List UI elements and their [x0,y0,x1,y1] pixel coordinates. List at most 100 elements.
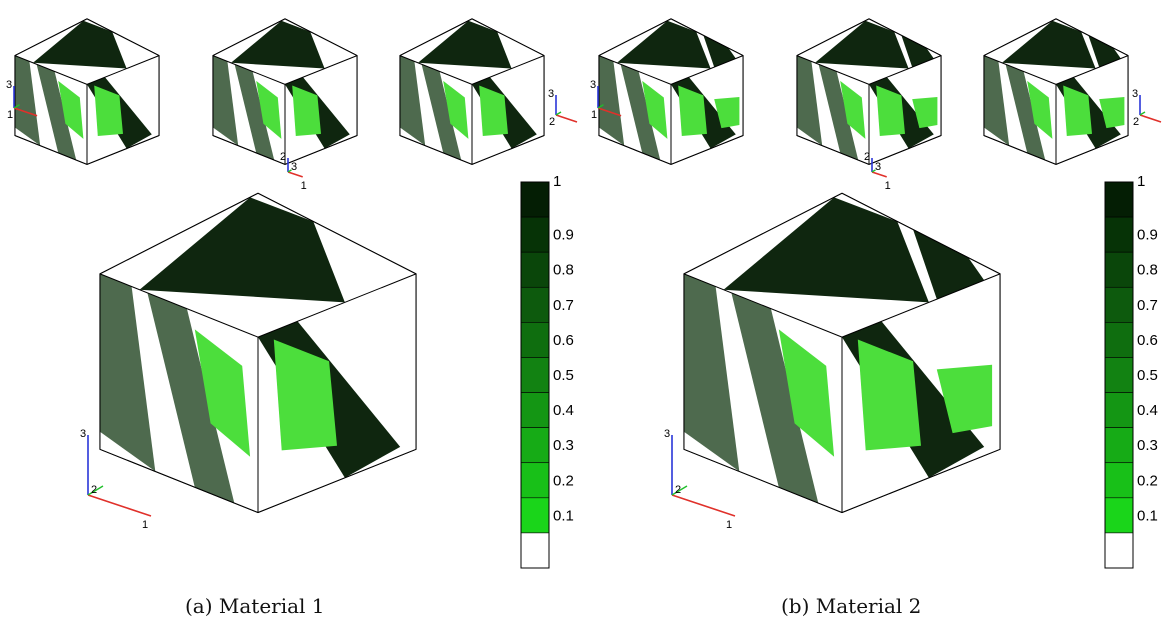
panel-a-main-cube-right-green [273,339,337,451]
panel-b-small-view-3-right-green-2 [1099,97,1125,129]
panel-a-main-cube-edge [257,192,417,275]
panel-b-main-axes-axis-2 [671,485,688,496]
panel-b-colorbar-segment [1104,322,1134,358]
panel-b-small-view-1-top-strut-2 [703,35,736,68]
panel-b-small-view-1-edge [670,18,744,57]
panel-a-small-view-1-right-green [94,85,123,137]
panel-b-small-view-2-left-band-2 [818,64,859,160]
panel-b-small-view-3-top-strut [1002,20,1096,69]
panel-b-small-view-1-edge [670,135,744,165]
panel-b-small-view-2-axis-2 [871,169,876,173]
panel-b-main-axes-axis-1 [671,494,736,517]
panel-b-small-view-2-axis-label-2: 3 [875,161,881,173]
panel-b-small-view-3-edge [983,55,1057,85]
panel-b-main-cube-edge [841,448,1001,513]
panel-b-small-view-1-edge [598,18,672,57]
panel-b-small-view-2-top-strut-2 [901,35,934,68]
panel-b-small-view-3-edge [1055,18,1129,57]
panel-a-small-view-3-edge [471,18,545,57]
panel-b-colorbar-segment [1104,392,1134,428]
panel-b-small-view-1-edge [598,135,672,165]
panel-a-small-view-3-left-band-1 [400,55,426,146]
panel-b-main-cube-edge [683,192,843,275]
caption-material-2: (b) Material 2 [781,594,922,618]
panel-b-small-view-3-axis-label-second: 2 [1133,116,1139,128]
caption-material-1: (a) Material 1 [185,594,325,618]
panel-a-colorbar-tick: 0.4 [553,402,574,419]
panel-b-colorbar-tick: 0.8 [1137,262,1158,279]
panel-b-small-view-2-top-strut [815,20,909,69]
panel-b-colorbar-segment [1104,427,1134,464]
panel-b-colorbar-segment [1104,532,1134,569]
panel-a-colorbar-frame [520,181,550,569]
panel-b-small-view-3-edge [983,18,1057,57]
panel-a-small-view-3-left-green [443,80,469,139]
panel-a-main-axes-axis-2 [87,485,104,496]
panel-a-colorbar-segment [520,286,550,323]
panel-a-main-axes-axis-1 [87,494,152,517]
panel-a-small-view-1-edge [14,18,88,57]
panel-a-small-view-3-edge [471,55,545,85]
panel-a-colorbar-tick: 0.6 [553,332,574,349]
panel-b-small-view-2-edge [868,55,942,85]
panel-a-small-view-1-top-strut [33,20,127,69]
panel-a-small-view-2-edge [284,18,358,57]
panel-b-small-view-2-edge [796,18,870,57]
panel-b-colorbar-segment [1104,181,1134,218]
panel-b-main-axes-axis-label-2: 2 [675,484,681,496]
panel-b-small-view-2-edge [796,135,870,165]
panel-b-main-cube-right-green [857,339,921,451]
panel-b-main-cube-edge [841,192,1001,275]
panel-b-small-view-3-axis-label-3: 3 [1132,88,1138,100]
panel-b-colorbar-tick: 0.1 [1137,507,1158,524]
panel-b-small-view-3-left-band-2 [1005,64,1046,160]
panel-b-colorbar-tick: 0.4 [1137,402,1158,419]
panel-b-colorbar-tick: 0.9 [1137,227,1158,244]
panel-b-colorbar-segment [1104,286,1134,323]
panel-a-small-view-2-edge [212,135,286,165]
panel-a-colorbar-tick: 0.3 [553,437,574,454]
panel-a-colorbar-tick: 0.9 [553,227,574,244]
panel-a-small-view-2-right-green [292,85,321,137]
panel-b-main-cube-edge [683,448,843,513]
panel-a-main-cube-edge [99,273,259,338]
panel-b-small-view-1-axis-1 [597,107,622,117]
panel-b-small-view-3-right-green [1063,85,1092,137]
panel-a-colorbar-segment [520,251,550,288]
panel-material-1: 3 1 2 3 1 3 2 3 2 1 1 0.9 0.8 0.7 0.6 0.5 0.4 0.3 0.2 0.1 (… [6,18,578,618]
panel-a-small-view-2-left-band-2 [234,64,275,160]
panel-a-small-view-2-axis-label-3: 2 [280,151,286,163]
panel-a-small-view-1-edge [14,135,88,165]
panel-a-main-cube-edge [99,448,259,513]
panel-b-small-view-3-edge [1055,55,1129,85]
panel-b-colorbar-tick: 0.2 [1137,472,1158,489]
panel-b-colorbar-segment [1104,216,1134,253]
panel-b-small-view-3-left-band-1 [984,55,1010,146]
panel-a-colorbar-tick: 0.7 [553,297,574,314]
panel-a-main-cube-left-band-2 [147,292,235,503]
panel-a-colorbar-tick: 1 [553,173,561,190]
panel-b-colorbar-frame [1104,181,1134,569]
panel-a-small-view-3-axis-2 [555,111,562,116]
panel-a-small-view-3-edge [471,135,545,165]
panel-a-main-axes-axis-label-3: 3 [80,428,86,440]
panel-b-colorbar-tick: 0.5 [1137,367,1158,384]
panel-b-small-view-2-edge [868,18,942,57]
panel-b-small-view-2-axis-1 [871,171,887,178]
panel-a-colorbar-segment [520,357,550,393]
panel-a-main-axes-axis-label-1: 1 [142,519,148,531]
panel-b-small-view-1-left-band-1 [599,55,625,146]
panel-b-main-axes-axis-label-3: 3 [664,428,670,440]
panel-b-main-cube-edge [841,273,1001,338]
panel-a-small-view-1: 31 [6,18,160,165]
panel-a-small-view-3-edge [399,18,473,57]
panel-a-main-cube-edge [257,448,417,513]
panel-a-main-cube-left-band-1 [100,273,156,472]
panel-a-colorbar-segment [520,427,550,464]
panel-a-colorbar-tick: 0.2 [553,472,574,489]
panel-b-small-view-3-top-strut-2 [1088,35,1121,68]
panel-a-small-view-2-left-band-1 [213,55,239,146]
panel-a-small-view-2-edge [284,135,358,165]
panel-material-2: 3 1 2 3 1 3 2 3 2 1 1 0.9 0.8 0.7 0.6 0.5 0.4 0.3 0.2 0.1 (… [584,0,1168,634]
